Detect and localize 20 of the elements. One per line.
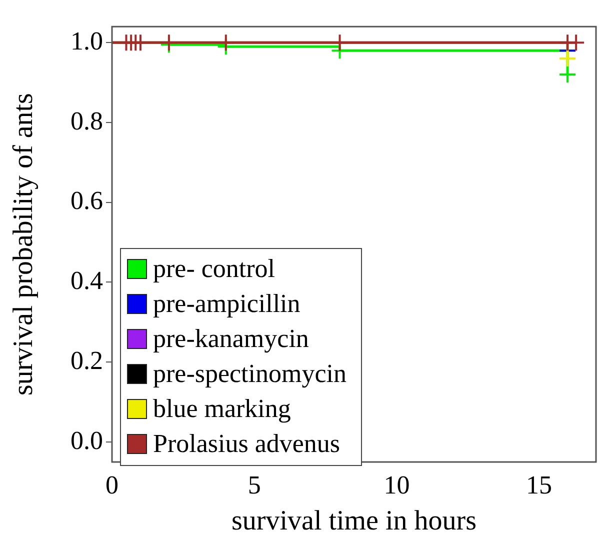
y-axis-title: survival probability of ants — [8, 93, 40, 396]
x-tick-label: 0 — [106, 470, 118, 500]
legend-label: pre-ampicillin — [153, 288, 300, 320]
x-tick-label: 10 — [384, 470, 410, 500]
y-tick-label: 0.6 — [70, 186, 103, 216]
legend-label: pre-kanamycin — [153, 323, 309, 355]
legend-label: pre-spectinomycin — [153, 358, 346, 390]
legend-label: pre- control — [153, 253, 276, 285]
point — [558, 50, 577, 68]
point — [558, 66, 577, 84]
y-tick-label: 1.0 — [70, 26, 103, 56]
x-axis-title: survival time in hours — [232, 506, 476, 537]
y-tick-label: 0.2 — [70, 346, 103, 375]
legend-label: Prolasius advenus — [153, 428, 340, 460]
y-tick-label: 0.0 — [70, 426, 103, 455]
legend-label: blue marking — [153, 393, 291, 425]
y-tick-label: 0.4 — [70, 266, 103, 296]
x-tick-label: 15 — [526, 470, 552, 500]
y-tick-label: 0.8 — [70, 106, 103, 136]
x-tick-label: 5 — [248, 470, 261, 500]
